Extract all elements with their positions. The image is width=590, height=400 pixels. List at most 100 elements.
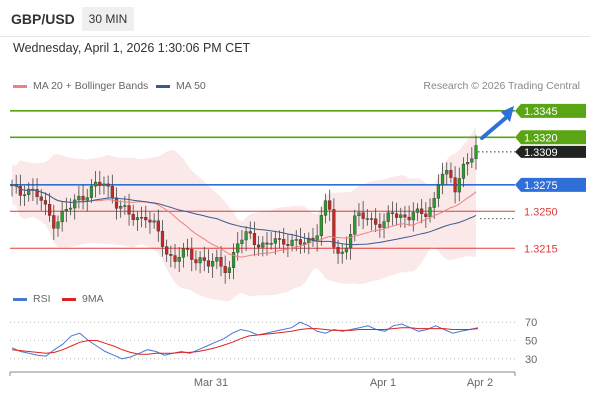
- candle: [190, 237, 194, 272]
- ma20-swatch: [13, 84, 27, 88]
- candle: [236, 232, 240, 261]
- candle: [219, 246, 223, 277]
- x-tick-1: Apr 1: [370, 377, 396, 389]
- candle: [202, 246, 206, 272]
- legend-rsi-label: RSI: [33, 293, 51, 305]
- candle: [227, 260, 231, 280]
- candle: [474, 135, 478, 170]
- current-price-badge: 1.3309: [515, 145, 586, 159]
- candle: [390, 201, 394, 226]
- candle: [332, 198, 336, 254]
- candle: [273, 230, 277, 255]
- candle: [89, 179, 94, 204]
- candle: [135, 211, 140, 231]
- rsi-tick-50: 50: [525, 336, 537, 348]
- candle: [56, 215, 60, 237]
- candle: [394, 202, 399, 226]
- level-badge-1.3345: 1.3345: [515, 103, 586, 118]
- candle: [290, 233, 294, 252]
- forecast-arrow: [480, 106, 514, 140]
- candle: [382, 213, 386, 239]
- candle: [449, 162, 453, 183]
- candle: [223, 255, 227, 284]
- candle: [60, 201, 64, 232]
- legend-rsi: RSI: [13, 293, 51, 305]
- candle: [453, 166, 457, 204]
- candle: [244, 226, 248, 252]
- candle: [94, 171, 98, 198]
- candle: [152, 213, 156, 229]
- rsi-tick-30: 30: [525, 354, 537, 366]
- candle: [81, 184, 85, 210]
- candle: [420, 199, 424, 224]
- candle: [361, 201, 365, 230]
- x-tick-0: Mar 31: [194, 377, 228, 389]
- candles-layer: [10, 135, 478, 284]
- candle: [73, 194, 77, 220]
- level-label-1.3250: 1.3250: [524, 206, 558, 218]
- candle: [386, 205, 390, 229]
- candle: [173, 243, 177, 269]
- candle: [198, 251, 202, 274]
- candle: [415, 203, 420, 221]
- candle: [378, 212, 382, 238]
- levels-layer: 1.3345 1.3320 1.3275 1.3250 1.3215 1.3309: [10, 103, 586, 255]
- legend-9ma-label: 9MA: [82, 293, 104, 305]
- candle: [424, 202, 428, 228]
- bollinger-band-area: [12, 126, 476, 302]
- level-label-1.3215: 1.3215: [524, 243, 558, 255]
- candle: [185, 238, 190, 257]
- candle: [114, 187, 119, 220]
- candle: [206, 249, 211, 274]
- candle: [39, 189, 43, 211]
- candle: [286, 233, 290, 258]
- candle: [215, 249, 219, 270]
- timeframe-button[interactable]: 30 MIN: [82, 7, 134, 31]
- candle: [165, 239, 169, 262]
- credit-label: Research © 2026 Trading Central: [423, 80, 580, 92]
- candle: [265, 231, 269, 256]
- header-divider: [0, 36, 590, 37]
- pair-title: GBP/USD: [11, 11, 75, 27]
- candle: [282, 227, 286, 254]
- candle: [181, 242, 185, 268]
- candle: [18, 174, 22, 206]
- ma50-line: [11, 184, 477, 246]
- datetime-label: Wednesday, April 1, 2026 1:30:06 PM CET: [13, 41, 251, 55]
- candle: [48, 192, 52, 222]
- candle: [106, 175, 110, 198]
- candle: [365, 209, 369, 226]
- candle: [432, 191, 436, 219]
- x-tick-2: Apr 2: [467, 377, 493, 389]
- level-label-1.3275: 1.3275: [524, 180, 558, 192]
- candle: [139, 206, 144, 228]
- candle: [411, 202, 415, 232]
- moving-average-layer: [11, 106, 514, 258]
- candle: [252, 221, 257, 257]
- level-badge-1.3320: 1.3320: [515, 130, 586, 145]
- candle: [144, 205, 148, 229]
- candle: [328, 189, 332, 222]
- candle: [240, 229, 244, 254]
- candle: [461, 157, 466, 188]
- candle: [340, 243, 344, 264]
- candle: [369, 212, 374, 231]
- candle: [407, 205, 411, 227]
- legend-ma50-label: MA 50: [176, 80, 206, 92]
- candle: [231, 243, 236, 280]
- legend-ma50: MA 50: [156, 80, 206, 92]
- level-badge-1.3275: 1.3275: [515, 177, 586, 192]
- candle: [85, 188, 89, 212]
- candle: [43, 192, 48, 216]
- candle: [194, 250, 198, 271]
- bollinger-band-layer: [12, 126, 476, 302]
- candle: [169, 245, 173, 268]
- rsi-layer: 70 50 30: [10, 317, 537, 366]
- candle: [27, 182, 31, 202]
- candle: [294, 230, 298, 252]
- candle: [323, 193, 328, 224]
- rsi-swatch: [13, 297, 27, 301]
- candle: [269, 232, 273, 250]
- candle: [436, 174, 440, 208]
- candle: [77, 185, 81, 209]
